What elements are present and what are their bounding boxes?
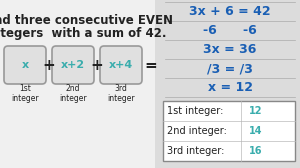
Text: 14: 14 (249, 126, 262, 136)
Text: =: = (144, 57, 157, 73)
Text: x: x (21, 60, 28, 70)
Text: 1st integer:: 1st integer: (167, 106, 224, 116)
Text: 16: 16 (249, 146, 262, 156)
Text: x+4: x+4 (109, 60, 133, 70)
Text: 1st
integer: 1st integer (11, 84, 39, 103)
Text: 12: 12 (249, 106, 262, 116)
Text: 3rd integer:: 3rd integer: (167, 146, 224, 156)
Bar (155, 0, 300, 168)
Text: Find three consecutive EVEN: Find three consecutive EVEN (0, 14, 172, 27)
Text: 3x = 36: 3x = 36 (203, 43, 257, 56)
Text: x = 12: x = 12 (208, 81, 253, 94)
Text: integers  with a sum of 42.: integers with a sum of 42. (0, 27, 166, 40)
Text: -6      -6: -6 -6 (203, 24, 257, 37)
Text: 2nd
integer: 2nd integer (59, 84, 87, 103)
FancyBboxPatch shape (100, 46, 142, 84)
Text: /3 = /3: /3 = /3 (207, 62, 253, 75)
Text: 3rd
integer: 3rd integer (107, 84, 135, 103)
Bar (0, 0, 155, 168)
Text: 2nd integer:: 2nd integer: (167, 126, 227, 136)
Text: +: + (43, 57, 56, 73)
Bar (163, 101, 295, 161)
FancyBboxPatch shape (52, 46, 94, 84)
Text: x+2: x+2 (61, 60, 85, 70)
FancyBboxPatch shape (4, 46, 46, 84)
Text: 3x + 6 = 42: 3x + 6 = 42 (189, 5, 271, 18)
Text: +: + (91, 57, 103, 73)
